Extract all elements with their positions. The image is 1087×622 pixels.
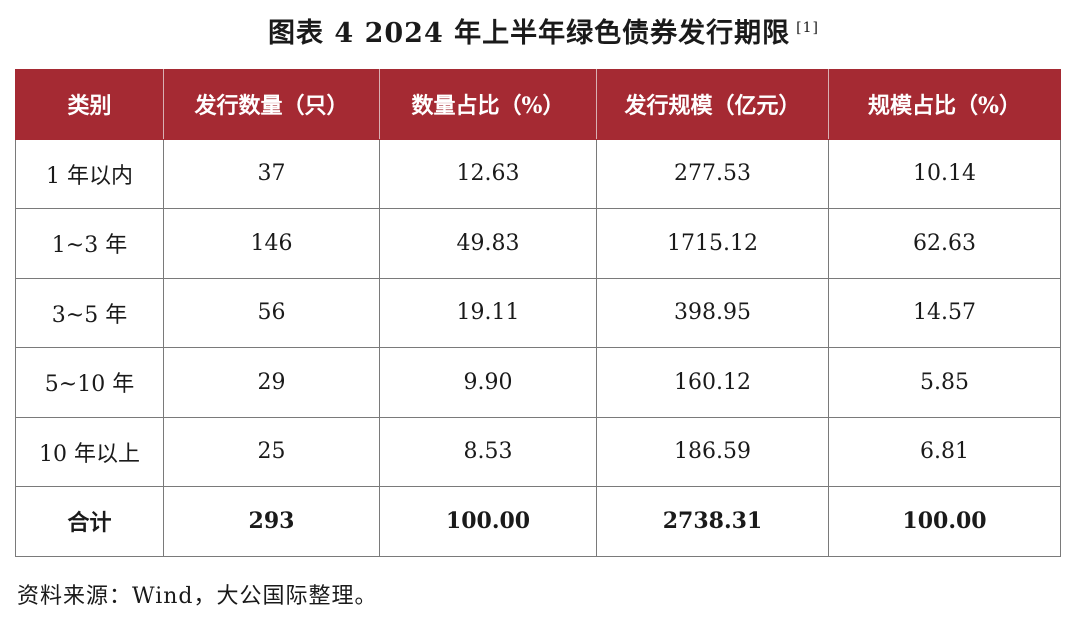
footnote-reference: [1] (796, 20, 819, 36)
cell-scale-share: 14.57 (828, 277, 1061, 348)
total-count-share: 100.00 (379, 486, 597, 557)
cell-issue-scale: 1715.12 (596, 208, 829, 279)
cell-scale-share: 62.63 (828, 208, 1061, 279)
table-title: 图表 4 2024 年上半年绿色债券发行期限 [1] (0, 8, 1087, 54)
total-issue-count: 293 (163, 486, 380, 557)
cell-count-share: 49.83 (379, 208, 597, 279)
cell-scale-share: 10.14 (828, 138, 1061, 209)
cell-issue-count: 37 (163, 138, 380, 209)
cell-count-share: 12.63 (379, 138, 597, 209)
table-total-row: 合计 293 100.00 2738.31 100.00 (15, 486, 1061, 557)
cell-category: 1~3 年 (15, 208, 164, 279)
cell-issue-count: 29 (163, 347, 380, 418)
header-issue-scale: 发行规模（亿元） (596, 69, 829, 140)
cell-scale-share: 6.81 (828, 416, 1061, 487)
table-row: 3~5 年 56 19.11 398.95 14.57 (15, 277, 1061, 348)
cell-issue-scale: 277.53 (596, 138, 829, 209)
bond-maturity-table: 类别 发行数量（只） 数量占比（%） 发行规模（亿元） 规模占比（%） 1 年以… (15, 69, 1061, 557)
cell-category: 3~5 年 (15, 277, 164, 348)
header-scale-share: 规模占比（%） (828, 69, 1061, 140)
cell-count-share: 19.11 (379, 277, 597, 348)
cell-count-share: 8.53 (379, 416, 597, 487)
total-scale-share: 100.00 (828, 486, 1061, 557)
table-row: 1~3 年 146 49.83 1715.12 62.63 (15, 208, 1061, 279)
cell-issue-count: 25 (163, 416, 380, 487)
cell-count-share: 9.90 (379, 347, 597, 418)
table-row: 1 年以内 37 12.63 277.53 10.14 (15, 138, 1061, 209)
cell-issue-scale: 186.59 (596, 416, 829, 487)
table-title-text: 图表 4 2024 年上半年绿色债券发行期限 (268, 18, 791, 49)
source-note: 资料来源：Wind，大公国际整理。 (17, 584, 378, 609)
cell-issue-scale: 160.12 (596, 347, 829, 418)
cell-issue-count: 56 (163, 277, 380, 348)
header-category: 类别 (15, 69, 164, 140)
cell-issue-count: 146 (163, 208, 380, 279)
cell-issue-scale: 398.95 (596, 277, 829, 348)
header-count-share: 数量占比（%） (379, 69, 597, 140)
table-header-row: 类别 发行数量（只） 数量占比（%） 发行规模（亿元） 规模占比（%） (15, 69, 1061, 140)
total-label: 合计 (15, 486, 164, 557)
cell-category: 1 年以内 (15, 138, 164, 209)
cell-scale-share: 5.85 (828, 347, 1061, 418)
table-row: 10 年以上 25 8.53 186.59 6.81 (15, 416, 1061, 487)
header-issue-count: 发行数量（只） (163, 69, 380, 140)
table-row: 5~10 年 29 9.90 160.12 5.85 (15, 347, 1061, 418)
cell-category: 10 年以上 (15, 416, 164, 487)
cell-category: 5~10 年 (15, 347, 164, 418)
total-issue-scale: 2738.31 (596, 486, 829, 557)
